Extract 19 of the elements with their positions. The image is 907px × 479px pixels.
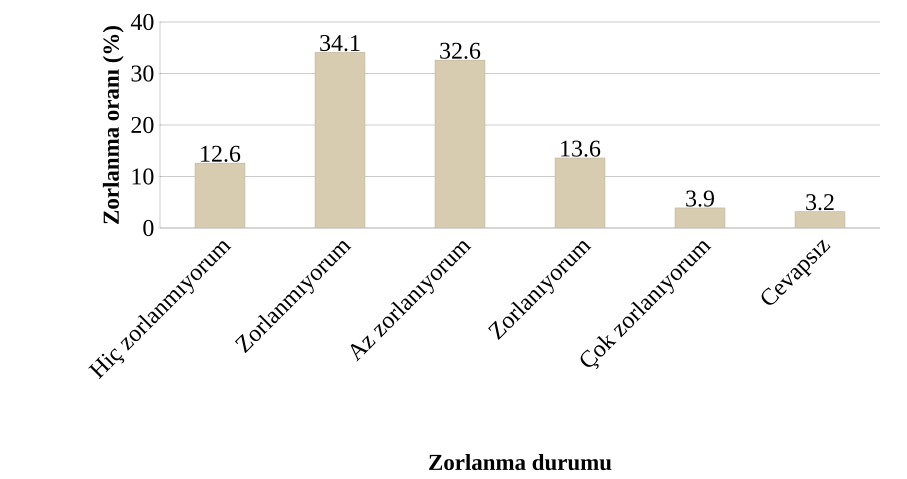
- data-label: 32.6: [440, 42, 480, 59]
- y-tick-label: 30: [132, 65, 154, 82]
- bar: [314, 52, 366, 228]
- y-tick-label: 10: [132, 168, 154, 185]
- y-tick-label: 0: [143, 220, 154, 236]
- bar: [554, 158, 606, 228]
- x-axis-title: Zorlanma durumu: [429, 454, 612, 470]
- data-label: 3.9: [686, 190, 714, 207]
- bar: [794, 211, 846, 228]
- y-axis-title: Zorlanma oranı (%): [102, 26, 124, 224]
- bar: [194, 162, 246, 228]
- bar: [674, 208, 726, 228]
- data-label: 34.1: [320, 35, 360, 52]
- data-label: 3.2: [806, 194, 834, 210]
- data-label: 13.6: [561, 140, 600, 157]
- data-label: 12.6: [201, 146, 240, 162]
- y-tick-label: 20: [131, 116, 154, 134]
- y-tick-label: 40: [130, 14, 154, 30]
- bar: [434, 60, 486, 228]
